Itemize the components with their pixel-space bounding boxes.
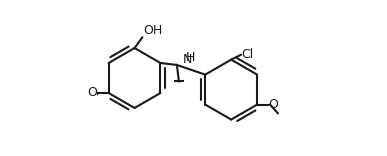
Text: O: O bbox=[268, 98, 278, 111]
Text: OH: OH bbox=[143, 24, 162, 37]
Text: H: H bbox=[185, 51, 195, 64]
Text: O: O bbox=[87, 86, 98, 100]
Text: N: N bbox=[183, 53, 192, 66]
Text: Cl: Cl bbox=[241, 48, 254, 61]
